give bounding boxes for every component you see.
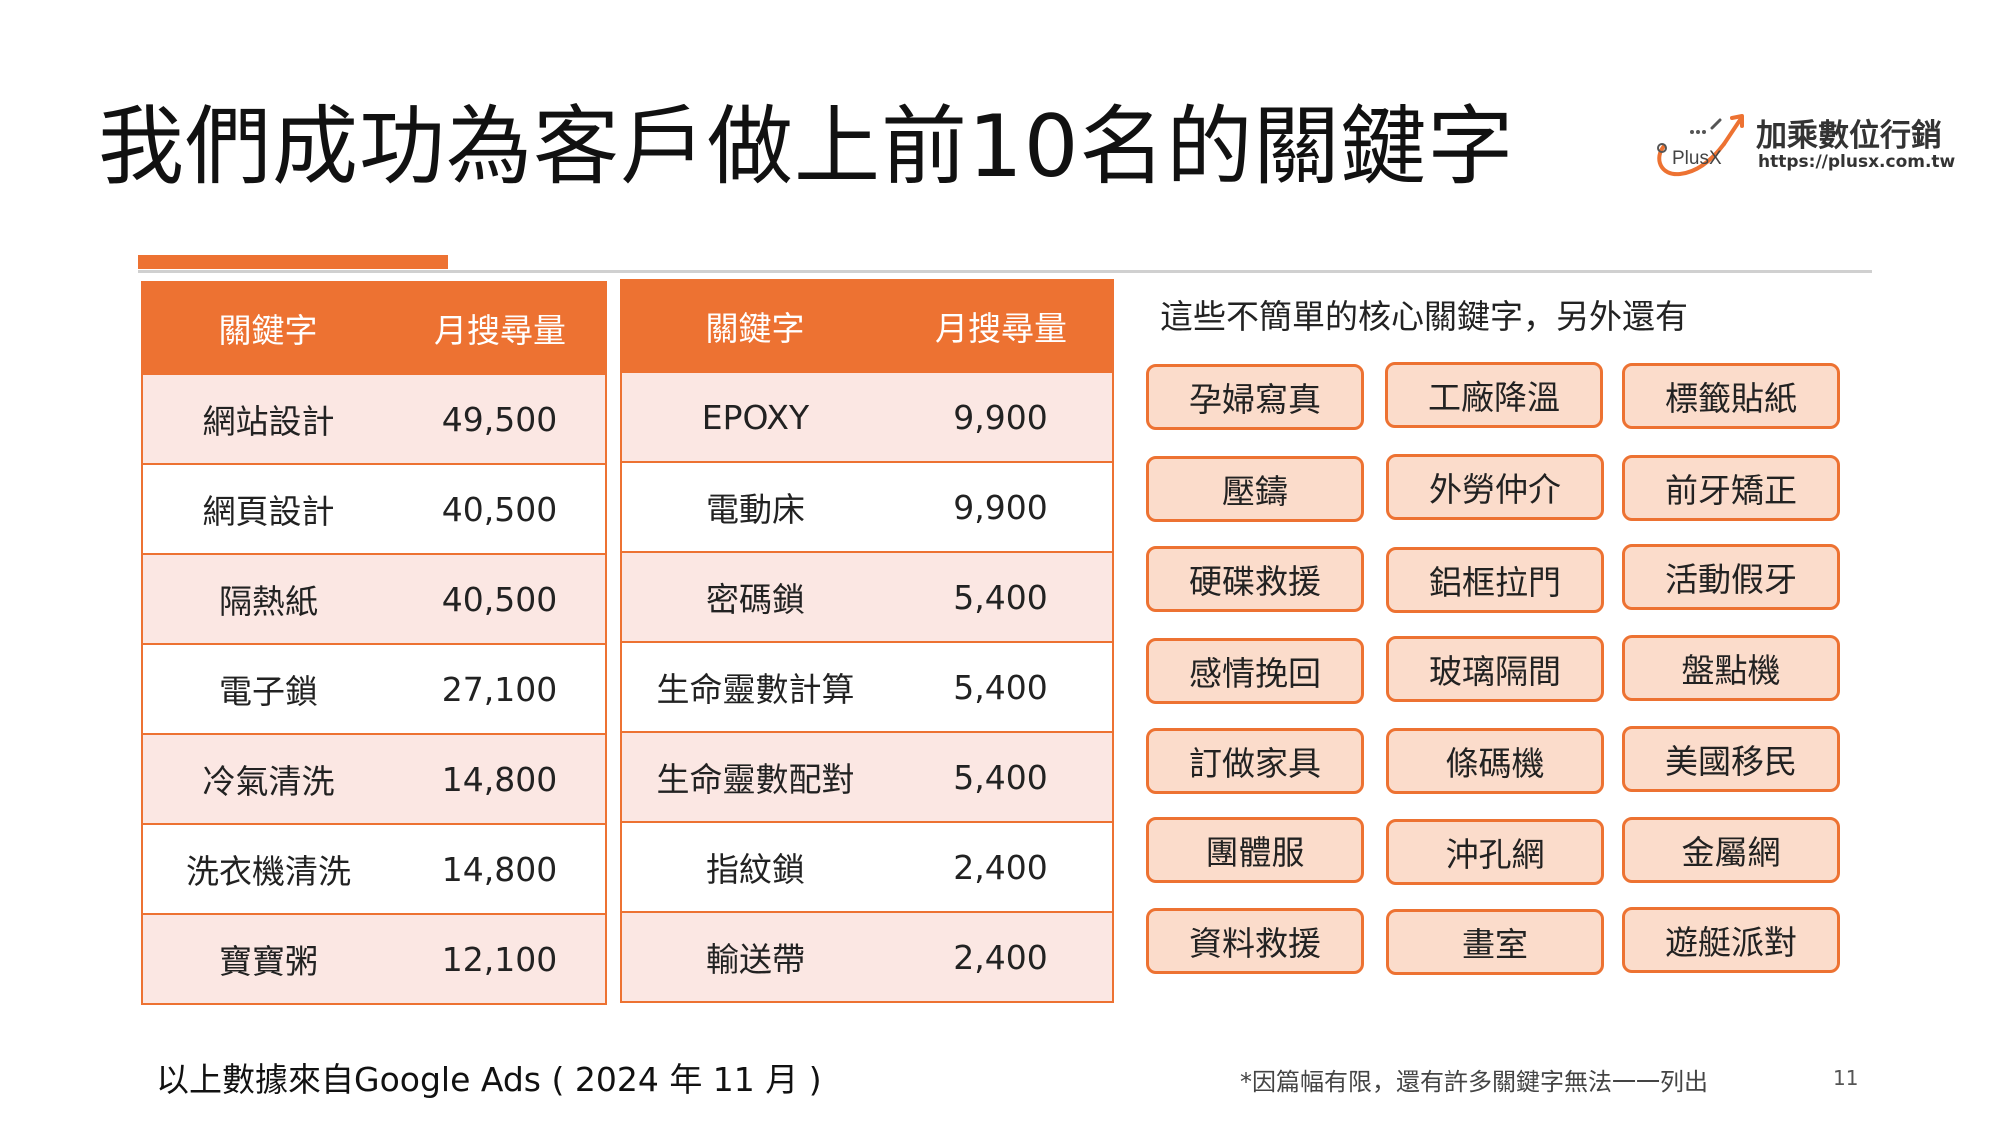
keyword-cell: 電子鎖	[141, 643, 394, 735]
keyword-pill: 訂做家具	[1146, 728, 1364, 794]
table-header-row: 關鍵字 月搜尋量	[141, 281, 607, 375]
volume-cell: 27,100	[394, 643, 607, 735]
keyword-pill: 孕婦寫真	[1146, 364, 1364, 430]
plusx-logo-icon: PlusX	[1657, 114, 1744, 177]
table-row: 電動床 9,900	[620, 461, 1114, 553]
table-row: 冷氣清洗 14,800	[141, 733, 607, 825]
volume-cell: 40,500	[394, 463, 607, 555]
volume-cell: 12,100	[394, 913, 607, 1005]
keyword-pill: 團體服	[1146, 817, 1364, 883]
keyword-cell: 洗衣機清洗	[141, 823, 394, 915]
title-accent-bar	[138, 255, 448, 269]
keyword-cell: 隔熱紙	[141, 553, 394, 645]
keyword-pill: 標籤貼紙	[1622, 363, 1840, 429]
table-row: 輸送帶 2,400	[620, 911, 1114, 1003]
table-row: 密碼鎖 5,400	[620, 551, 1114, 643]
keyword-pill: 金屬網	[1622, 817, 1840, 883]
table-row: 洗衣機清洗 14,800	[141, 823, 607, 915]
volume-cell: 49,500	[394, 373, 607, 465]
keyword-pill: 前牙矯正	[1622, 455, 1840, 521]
keyword-table-1: 關鍵字 月搜尋量 網站設計 49,500 網頁設計 40,500 隔熱紙 40,500…	[141, 281, 607, 1005]
table-row: 生命靈數計算 5,400	[620, 641, 1114, 733]
table-row: 生命靈數配對 5,400	[620, 731, 1114, 823]
keyword-cell: 生命靈數計算	[620, 641, 889, 733]
keyword-pill: 感情挽回	[1146, 638, 1364, 704]
header-monthly-searches: 月搜尋量	[888, 279, 1114, 373]
keyword-pill: 工廠降溫	[1385, 362, 1603, 428]
table-row: 寶寶粥 12,100	[141, 913, 607, 1005]
logo-mark-text: PlusX	[1672, 148, 1722, 169]
volume-cell: 14,800	[394, 733, 607, 825]
volume-cell: 2,400	[889, 911, 1114, 1003]
volume-cell: 5,400	[889, 551, 1114, 643]
keyword-cell: 網頁設計	[141, 463, 394, 555]
keyword-cell: 冷氣清洗	[141, 733, 394, 825]
keyword-pill: 盤點機	[1622, 635, 1840, 701]
logo-url: https://plusx.com.tw	[1758, 152, 1956, 172]
header-keyword: 關鍵字	[620, 279, 890, 373]
volume-cell: 9,900	[889, 461, 1114, 553]
keyword-cell: 密碼鎖	[620, 551, 889, 643]
keyword-pill: 硬碟救援	[1146, 546, 1364, 612]
keyword-cell: 網站設計	[141, 373, 394, 465]
table-header-row: 關鍵字 月搜尋量	[620, 279, 1114, 373]
volume-cell: 5,400	[889, 641, 1114, 733]
header-monthly-searches: 月搜尋量	[393, 281, 607, 375]
logo-company-name: 加乘數位行銷	[1756, 118, 1942, 154]
table-row: 指紋鎖 2,400	[620, 821, 1114, 913]
company-logo: PlusX 加乘數位行銷 https://plusx.com.tw	[1650, 106, 1970, 186]
keyword-cell: 電動床	[620, 461, 889, 553]
table-row: EPOXY 9,900	[620, 371, 1114, 463]
slide-title: 我們成功為客戶做上前10名的關鍵字	[98, 97, 1515, 197]
keyword-pill: 條碼機	[1386, 728, 1604, 794]
table-row: 電子鎖 27,100	[141, 643, 607, 735]
keyword-cell: 生命靈數配對	[620, 731, 889, 823]
table-row: 隔熱紙 40,500	[141, 553, 607, 645]
keyword-pill: 美國移民	[1622, 726, 1840, 792]
volume-cell: 14,800	[394, 823, 607, 915]
header-keyword: 關鍵字	[141, 281, 395, 375]
extra-keywords-heading: 這些不簡單的核心關鍵字，另外還有	[1160, 297, 1688, 336]
volume-cell: 2,400	[889, 821, 1114, 913]
volume-cell: 5,400	[889, 731, 1114, 823]
keyword-cell: 指紋鎖	[620, 821, 889, 913]
keyword-cell: 寶寶粥	[141, 913, 394, 1005]
keyword-pill: 活動假牙	[1622, 544, 1840, 610]
keyword-pill: 畫室	[1386, 909, 1604, 975]
keyword-pill: 沖孔網	[1386, 819, 1604, 885]
keyword-pill: 壓鑄	[1146, 456, 1364, 522]
title-divider	[138, 270, 1872, 273]
page-number: 11	[1833, 1066, 1859, 1090]
volume-cell: 9,900	[889, 371, 1114, 463]
keyword-pill: 玻璃隔間	[1386, 636, 1604, 702]
volume-cell: 40,500	[394, 553, 607, 645]
keyword-table-2: 關鍵字 月搜尋量 EPOXY 9,900 電動床 9,900 密碼鎖 5,400 生命…	[620, 279, 1114, 1003]
keyword-pill: 資料救援	[1146, 908, 1364, 974]
table-row: 網站設計 49,500	[141, 373, 607, 465]
keyword-cell: 輸送帶	[620, 911, 889, 1003]
keyword-cell: EPOXY	[620, 371, 889, 463]
keyword-pill: 外勞仲介	[1386, 454, 1604, 520]
footnote: *因篇幅有限，還有許多關鍵字無法一一列出	[1240, 1068, 1708, 1096]
table-row: 網頁設計 40,500	[141, 463, 607, 555]
data-source-note: 以上數據來自Google Ads ( 2024 年 11 月 )	[156, 1060, 822, 1099]
keyword-pill: 鋁框拉門	[1386, 547, 1604, 613]
keyword-pill: 遊艇派對	[1622, 907, 1840, 973]
